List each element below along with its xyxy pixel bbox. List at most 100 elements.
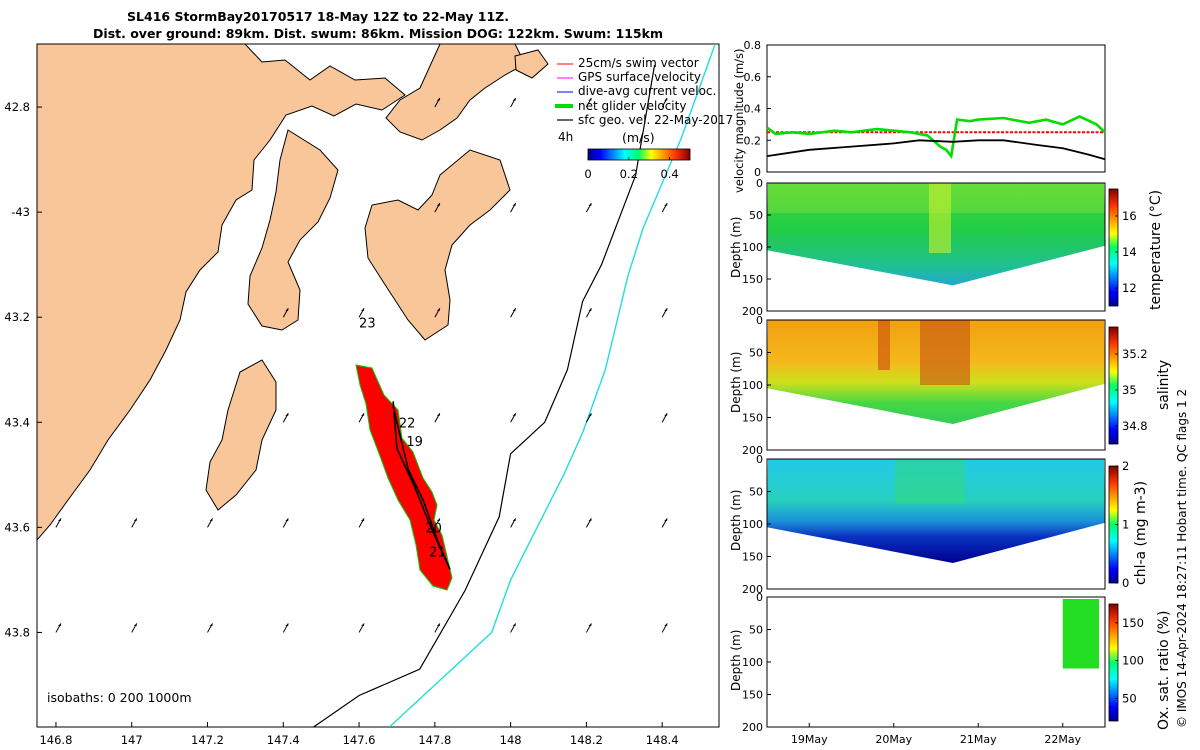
map-colorbar-label: 0.4 (660, 167, 678, 181)
map-xtick-label: 147.4 (267, 733, 300, 747)
velocity-arrow-head (664, 413, 668, 416)
legend-sfc: sfc geo. vel. 22-May-2017 (578, 113, 733, 127)
oxygen-data-area (1062, 599, 1099, 669)
copyright-footer: © IMOS 14-Apr-2024 18:27:11 Hobart time.… (1175, 389, 1189, 728)
section-colorbar-label: 34.8 (1122, 419, 1148, 433)
section-depth-label: 200 (742, 721, 763, 734)
section-depth-label: 100 (742, 379, 763, 392)
map-panel: 23 22 19 20 21 146.8 147 147.2 147.4 147.6 147.8 1… (4, 43, 733, 747)
chla-data-area (767, 459, 1105, 563)
velocity-arrow-head (436, 203, 440, 206)
section-depth-label: 0 (756, 591, 763, 604)
section-depth-label: 0 (756, 177, 763, 190)
map-xtick-label: 146.8 (39, 733, 72, 747)
legend-net: net glider velocity (578, 99, 686, 113)
map-frame (36, 43, 720, 728)
land-forestier-peninsula (364, 149, 511, 341)
velocity-arrow-head (209, 623, 213, 626)
track-day-label: 19 (406, 435, 423, 450)
velocity-frame (766, 44, 1106, 173)
track-day-label: 20 (425, 522, 442, 537)
section-colorbar-label: 35.2 (1122, 347, 1148, 361)
section-depth-label: 0 (756, 314, 763, 327)
salinity-panel: Depth (m) salinity (729, 319, 1172, 451)
section-colorbar-label: 1 (1122, 518, 1129, 532)
map-land (37, 44, 549, 541)
chla-panel: Depth (m) chl-a (mg m-3) (729, 458, 1149, 590)
section-depth-label: 50 (749, 347, 763, 360)
velocity-arrow-head (436, 413, 440, 416)
velocity-arrow-head (664, 518, 668, 521)
salinity-high-patch-1 (878, 320, 890, 370)
velocity-arrow-head (57, 623, 61, 626)
track-day-label: 23 (359, 317, 376, 332)
section-colorbar-label: 12 (1122, 281, 1137, 295)
velocity-arrow-head (285, 518, 289, 521)
velocity-arrow-head (285, 623, 289, 626)
velocity-arrow-head (361, 623, 365, 626)
track-day-label: 22 (399, 417, 416, 432)
velocity-arrow-head (436, 308, 440, 311)
velocity-arrow-head (361, 413, 365, 416)
velocity-arrow-head (588, 623, 592, 626)
section-depth-label: 100 (742, 518, 763, 531)
velocity-arrow-head (664, 308, 668, 311)
velocity-arrow-head (57, 518, 61, 521)
map-xtick-label: 148.2 (570, 733, 603, 747)
temperature-panel: Depth (m) temperature (°C) (729, 182, 1164, 312)
velocity-arrow-head (512, 203, 516, 206)
title-line-1: SL416 StormBay20170517 18-May 12Z to 22-… (127, 9, 509, 24)
colorbar-unit: (m/s) (622, 130, 655, 145)
velocity-arrow-head (285, 413, 289, 416)
velocity-panel: 0 0.2 0.4 0.6 0.8 velocity magnitude (m/s) (732, 39, 1106, 193)
section-depth-label: 50 (749, 624, 763, 637)
map-legend: 25cm/s swim vector GPS surface velocity … (555, 56, 733, 181)
map-colorbar-label: 0 (584, 167, 591, 181)
section-depth-label: 200 (742, 583, 763, 596)
legend-swim: 25cm/s swim vector (578, 56, 699, 70)
section-depth-label: 50 (749, 209, 763, 222)
isobath-label: isobaths: 0 200 1000m (47, 690, 192, 705)
section-depth-label: 200 (742, 444, 763, 457)
section-depth-label: 100 (742, 656, 763, 669)
velocity-arrow-head (512, 308, 516, 311)
section-depth-label: 150 (742, 551, 763, 564)
temperature-ylabel: Depth (m) (729, 217, 743, 278)
velocity-arrow-head (512, 518, 516, 521)
date-tick-label: 22May (1044, 733, 1081, 746)
velocity-ytick-label: 0.6 (744, 71, 762, 84)
chla-ylabel: Depth (m) (729, 490, 743, 551)
chla-cblabel: chl-a (mg m-3) (1133, 481, 1149, 585)
map-xtick-label: 147 (121, 733, 143, 747)
velocity-arrow-head (512, 623, 516, 626)
section-colorbar-label: 14 (1122, 245, 1137, 259)
land-west (37, 44, 406, 541)
section-depth-label: 150 (742, 412, 763, 425)
map-colorbar-label: 0.2 (620, 167, 638, 181)
legend-diveavg: dive-avg current veloc. (578, 84, 716, 98)
velocity-arrow-head (588, 308, 592, 311)
temperature-warm-patch (929, 183, 951, 253)
velocity-arrow-head (209, 518, 213, 521)
section-colorbar-label: 16 (1122, 209, 1137, 223)
velocity-arrow-head (588, 413, 592, 416)
map-xtick-label: 147.2 (191, 733, 224, 747)
velocity-ytick-label: 0.2 (744, 134, 762, 147)
salinity-high-patch-2 (920, 320, 970, 385)
velocity-arrow-head (664, 623, 668, 626)
velocity-arrow-head (664, 98, 668, 101)
salinity-cblabel: salinity (1156, 360, 1172, 410)
velocity-arrow-head (285, 308, 289, 311)
map-ytick-label: 43.4 (4, 415, 30, 429)
map-ytick-label: 43.8 (4, 625, 30, 639)
velocity-arrow-head (436, 623, 440, 626)
map-xtick-label: 147.6 (343, 733, 376, 747)
section-depth-label: 150 (742, 273, 763, 286)
velocity-arrow-head (361, 518, 365, 521)
date-tick-label: 19May (791, 733, 828, 746)
glider-track-line (392, 401, 451, 570)
velocity-arrow-head (512, 98, 516, 101)
velocity-ylabel: velocity magnitude (m/s) (732, 48, 746, 193)
section-colorbar-label: 50 (1122, 691, 1137, 705)
map-colorbar (587, 148, 691, 161)
